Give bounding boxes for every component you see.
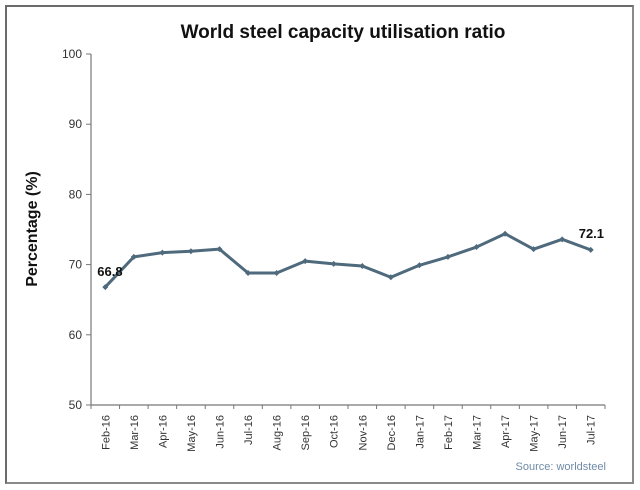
x-tick-label: Feb-17 xyxy=(443,415,455,450)
y-tick-label: 60 xyxy=(69,328,83,342)
data-point xyxy=(473,244,480,251)
x-tick-label: Feb-16 xyxy=(100,415,112,450)
series-group xyxy=(102,230,594,291)
data-label: 72.1 xyxy=(579,226,604,241)
data-point xyxy=(587,246,594,253)
x-axis: Feb-16 Mar-16 Apr-16 May-16 Jun-16 Jul-16 Aug-… xyxy=(90,404,606,452)
y-tick-label: 70 xyxy=(69,258,83,272)
data-point xyxy=(416,262,423,269)
x-tick-label: Nov-16 xyxy=(357,415,369,450)
data-point xyxy=(502,230,509,237)
data-point xyxy=(530,246,537,253)
x-tick-label: Mar-16 xyxy=(129,415,141,450)
x-tick-label: Apr-17 xyxy=(500,415,512,448)
x-tick-label: Dec-16 xyxy=(386,415,398,450)
data-point xyxy=(187,248,194,255)
x-tick-label: May-16 xyxy=(186,415,198,452)
chart-frame xyxy=(5,5,634,484)
source-note: Source: worldsteel xyxy=(516,461,607,473)
x-tick-label: Jul-17 xyxy=(586,415,598,445)
x-tick-label: Apr-16 xyxy=(157,415,169,448)
x-tick-label: Jun-16 xyxy=(215,415,227,449)
data-point xyxy=(159,249,166,256)
x-tick-label: Jan-17 xyxy=(414,415,426,449)
y-tick-label: 80 xyxy=(69,187,83,201)
series-line xyxy=(104,232,592,289)
data-point xyxy=(273,270,280,277)
y-tick-label: 90 xyxy=(69,117,83,131)
data-point xyxy=(102,284,109,291)
x-tick-label: Jul-16 xyxy=(243,415,255,445)
data-point xyxy=(216,246,223,253)
data-point xyxy=(130,253,137,260)
x-tick-label: Aug-16 xyxy=(272,415,284,450)
x-tick-label: Oct-16 xyxy=(329,415,341,448)
annotations: 66.8 72.1 xyxy=(97,226,604,279)
data-point xyxy=(387,274,394,281)
data-label: 66.8 xyxy=(97,264,122,279)
x-tick-label: Jun-17 xyxy=(557,415,569,449)
data-point xyxy=(559,236,566,243)
data-point xyxy=(302,258,309,265)
data-point xyxy=(245,270,252,277)
y-axis-label: Percentage (%) xyxy=(24,171,41,287)
y-tick-label: 100 xyxy=(62,47,82,61)
y-tick-label: 50 xyxy=(69,398,83,412)
data-point xyxy=(359,263,366,270)
y-axis: 50 60 70 80 90 100 xyxy=(62,47,92,412)
chart-title: World steel capacity utilisation ratio xyxy=(181,22,506,43)
x-tick-label: May-17 xyxy=(529,415,541,452)
data-point xyxy=(330,260,337,267)
x-tick-label: Mar-17 xyxy=(472,415,484,450)
x-tick-label: Sep-16 xyxy=(300,415,312,450)
data-point xyxy=(444,253,451,260)
